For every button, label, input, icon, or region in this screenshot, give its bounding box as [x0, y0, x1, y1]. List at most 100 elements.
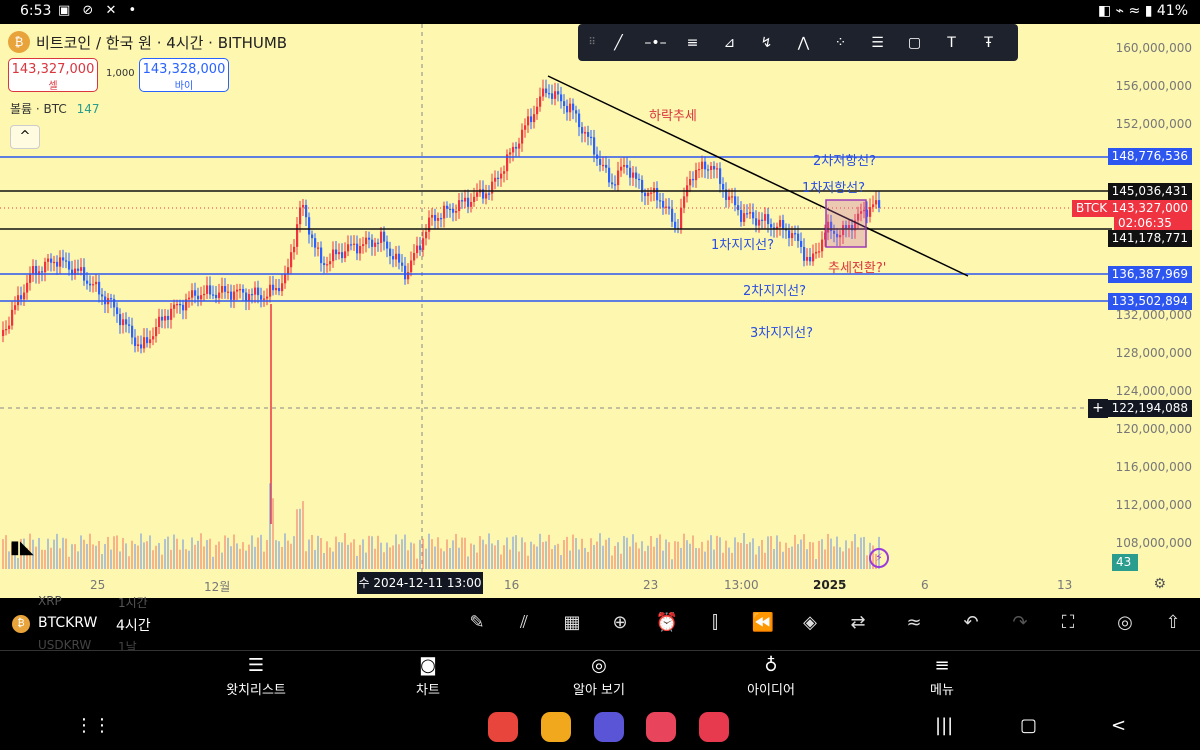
x-axis-label: 13 [1057, 578, 1073, 592]
volume-bar [188, 550, 190, 569]
lightning-icon[interactable]: ⚡ [869, 548, 889, 568]
nav-chart[interactable]: ◙ 차트 [383, 655, 473, 698]
nav-explore[interactable]: ◎ 알아 보기 [554, 655, 644, 698]
app-drawer-icon[interactable]: ⋮⋮ [75, 715, 111, 736]
replay-rewind-icon[interactable]: ⏪ [751, 612, 775, 633]
sell-button[interactable]: 143,327,000 셀 [8, 58, 98, 92]
horizontal-line-tool-icon[interactable]: –•– [644, 34, 667, 51]
rectangle-tool-icon[interactable]: ▢ [907, 34, 922, 51]
back-button-icon[interactable]: < [1111, 715, 1127, 736]
candle-body [74, 268, 77, 275]
volume-label: 볼륨 · BTC [10, 102, 67, 116]
add-alert-plus-icon[interactable]: + [1088, 399, 1108, 418]
last-price-tag: 143,327,000 [1107, 200, 1192, 217]
trendline-tool-icon[interactable]: ╱ [614, 34, 623, 51]
candle-body [566, 105, 569, 113]
candle-body [728, 196, 731, 200]
candle-body [824, 232, 827, 240]
chart-settings-gear-icon[interactable]: ⚙ [1153, 576, 1166, 592]
undo-icon[interactable]: ↶ [963, 612, 979, 633]
share-icon[interactable]: ⇧ [1165, 612, 1181, 633]
fullscreen-icon[interactable]: ⛶ [1061, 612, 1075, 633]
candle-body [581, 127, 584, 134]
ideas-bulb-icon[interactable]: ◎ [1117, 612, 1133, 633]
volume-bar [818, 540, 820, 569]
elliott-wave-tool-icon[interactable]: ↯ [760, 34, 773, 51]
volume-bar [599, 533, 601, 569]
candle-body [788, 230, 791, 239]
x-axis-label: 16 [504, 578, 520, 592]
volume-bar [92, 544, 94, 569]
collapse-legend-button[interactable]: ^ [10, 125, 40, 149]
candle-type-icon[interactable]: ⫿ [712, 612, 718, 633]
nav-watchlist[interactable]: ☰ 왓치리스트 [211, 655, 301, 698]
templates-grid-icon[interactable]: ▦ [563, 612, 581, 633]
volume-bar [497, 540, 499, 569]
forecast-tool-icon[interactable]: ☰ [871, 34, 884, 51]
recents-button-icon[interactable]: ||| [935, 715, 954, 736]
volume-bar [374, 548, 376, 569]
buy-label: 바이 [174, 81, 194, 92]
trend-draw-icon[interactable]: ≈ [906, 612, 922, 633]
drawing-pencil-icon[interactable]: ✎ [469, 612, 485, 633]
parallel-channel-tool-icon[interactable]: ≡ [686, 34, 699, 51]
candle-body [341, 252, 344, 259]
candle-body [206, 285, 209, 294]
panel-interval[interactable]: 4시간 [116, 618, 151, 634]
volume-bar [746, 544, 748, 569]
candle-body [293, 246, 296, 253]
level-tag-136m: 136,387,969 [1107, 266, 1192, 283]
text-tool-icon[interactable]: T [947, 34, 956, 51]
volume-legend[interactable]: 볼륨 · BTC 147 [10, 100, 100, 117]
nav-ideas[interactable]: ♁ 아이디어 [726, 655, 816, 698]
candle-body [263, 298, 266, 300]
volume-bar [662, 550, 664, 569]
layers-icon[interactable]: ◈ [803, 612, 817, 633]
abc-pattern-tool-icon[interactable]: ⋀ [797, 34, 810, 51]
drag-handle-icon[interactable]: ⠿ [588, 37, 596, 48]
gallery-app-icon[interactable] [646, 712, 676, 742]
volume-bar [365, 552, 367, 569]
projection-tool-icon[interactable]: ⁘ [834, 34, 847, 51]
camera-app-icon[interactable] [699, 712, 729, 742]
notes-app-icon[interactable] [488, 712, 518, 742]
status-right-icons: ◧ ⌁ ≈ ▮ 41% [1097, 3, 1188, 19]
candle-body [446, 205, 449, 209]
buy-button[interactable]: 143,328,000 바이 [139, 58, 229, 92]
home-button-icon[interactable]: ▢ [1020, 715, 1038, 736]
candle-body [575, 110, 578, 114]
alert-clock-icon[interactable]: ⏰ [655, 612, 679, 633]
price-chart[interactable] [0, 24, 1200, 598]
candle-body [350, 244, 353, 246]
volume-bar [716, 535, 718, 569]
redo-icon[interactable]: ↷ [1012, 612, 1028, 633]
candle-body [491, 181, 494, 194]
volume-bar [809, 541, 811, 569]
add-plus-circle-icon[interactable]: ⊕ [612, 612, 628, 633]
candle-body [644, 192, 647, 197]
volume-bar [152, 550, 154, 569]
fib-tool-icon[interactable]: ⊿ [723, 34, 736, 51]
volume-bar [578, 549, 580, 569]
volume-bar [302, 501, 304, 569]
nav-menu[interactable]: ≡ 메뉴 [897, 655, 987, 698]
settings-sliders-icon[interactable]: ⇄ [850, 612, 866, 633]
candle-body [296, 224, 299, 247]
chart-title[interactable]: 비트코인 / 한국 원 · 4시간 · BITHUMB [36, 33, 288, 52]
candle-body [8, 325, 11, 330]
candle-body [674, 221, 677, 228]
indicators-icon[interactable]: ⫽ [519, 612, 529, 633]
candle-body [623, 165, 626, 167]
candle-body [113, 299, 116, 308]
candle-body [695, 169, 698, 181]
volume-bar [23, 538, 25, 569]
candle-body [5, 329, 8, 331]
volume-bar [200, 533, 202, 569]
chart-area[interactable]: ₿ 비트코인 / 한국 원 · 4시간 · BITHUMB 143,327,00… [0, 24, 1200, 598]
files-app-icon[interactable] [541, 712, 571, 742]
candle-body [50, 258, 53, 263]
anchored-text-tool-icon[interactable]: Ŧ [984, 34, 993, 51]
volume-bar [500, 554, 502, 569]
panel-symbol[interactable]: BTCKRW [38, 615, 98, 631]
internet-app-icon[interactable] [594, 712, 624, 742]
